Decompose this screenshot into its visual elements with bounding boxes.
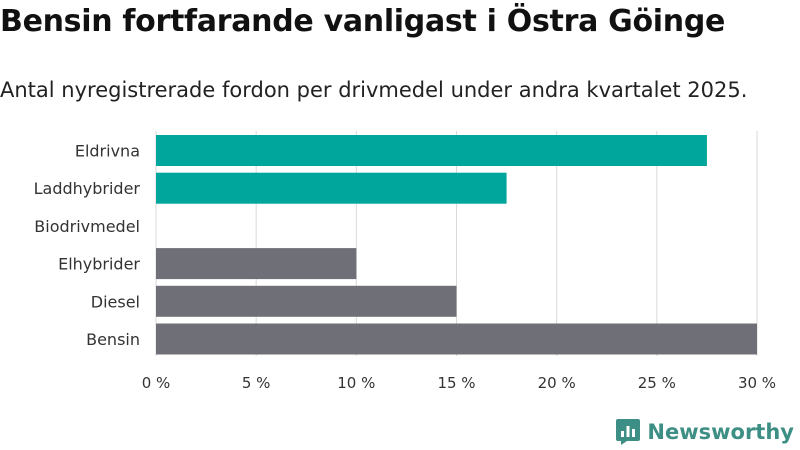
chart-subtitle: Antal nyregistrerade fordon per drivmede…	[0, 78, 748, 102]
category-labels: Eldrivna Laddhybrider Biodrivmedel Elhybrid…	[34, 142, 141, 350]
category-label: Eldrivna	[75, 142, 140, 161]
x-tick-label: 0 %	[142, 374, 171, 392]
newsworthy-logo: Newsworthy	[615, 418, 794, 446]
bars	[156, 135, 757, 355]
x-tick-label: 20 %	[538, 374, 576, 392]
x-axis-ticks: 0 % 5 % 10 % 15 % 20 % 25 % 30 %	[142, 374, 776, 392]
chart-title: Bensin fortfarande vanligast i Östra Göi…	[0, 4, 726, 39]
category-label: Diesel	[91, 292, 140, 311]
brand-name: Newsworthy	[647, 420, 794, 444]
category-label: Laddhybrider	[34, 179, 141, 198]
bar-bensin	[156, 323, 757, 355]
bar-elhybrider	[156, 248, 357, 280]
category-label: Elhybrider	[58, 255, 140, 274]
x-tick-label: 15 %	[437, 374, 475, 392]
x-tick-label: 10 %	[337, 374, 375, 392]
x-tick-label: 25 %	[638, 374, 676, 392]
grid-lines	[155, 131, 758, 356]
category-label: Bensin	[86, 330, 140, 349]
bar-eldrivna	[156, 135, 707, 166]
category-label: Biodrivmedel	[34, 217, 140, 236]
newsworthy-logo-icon	[616, 419, 641, 445]
bar-diesel	[156, 285, 457, 317]
x-tick-label: 30 %	[738, 374, 776, 392]
x-tick-label: 5 %	[242, 374, 271, 392]
bar-laddhybrider	[156, 172, 507, 204]
